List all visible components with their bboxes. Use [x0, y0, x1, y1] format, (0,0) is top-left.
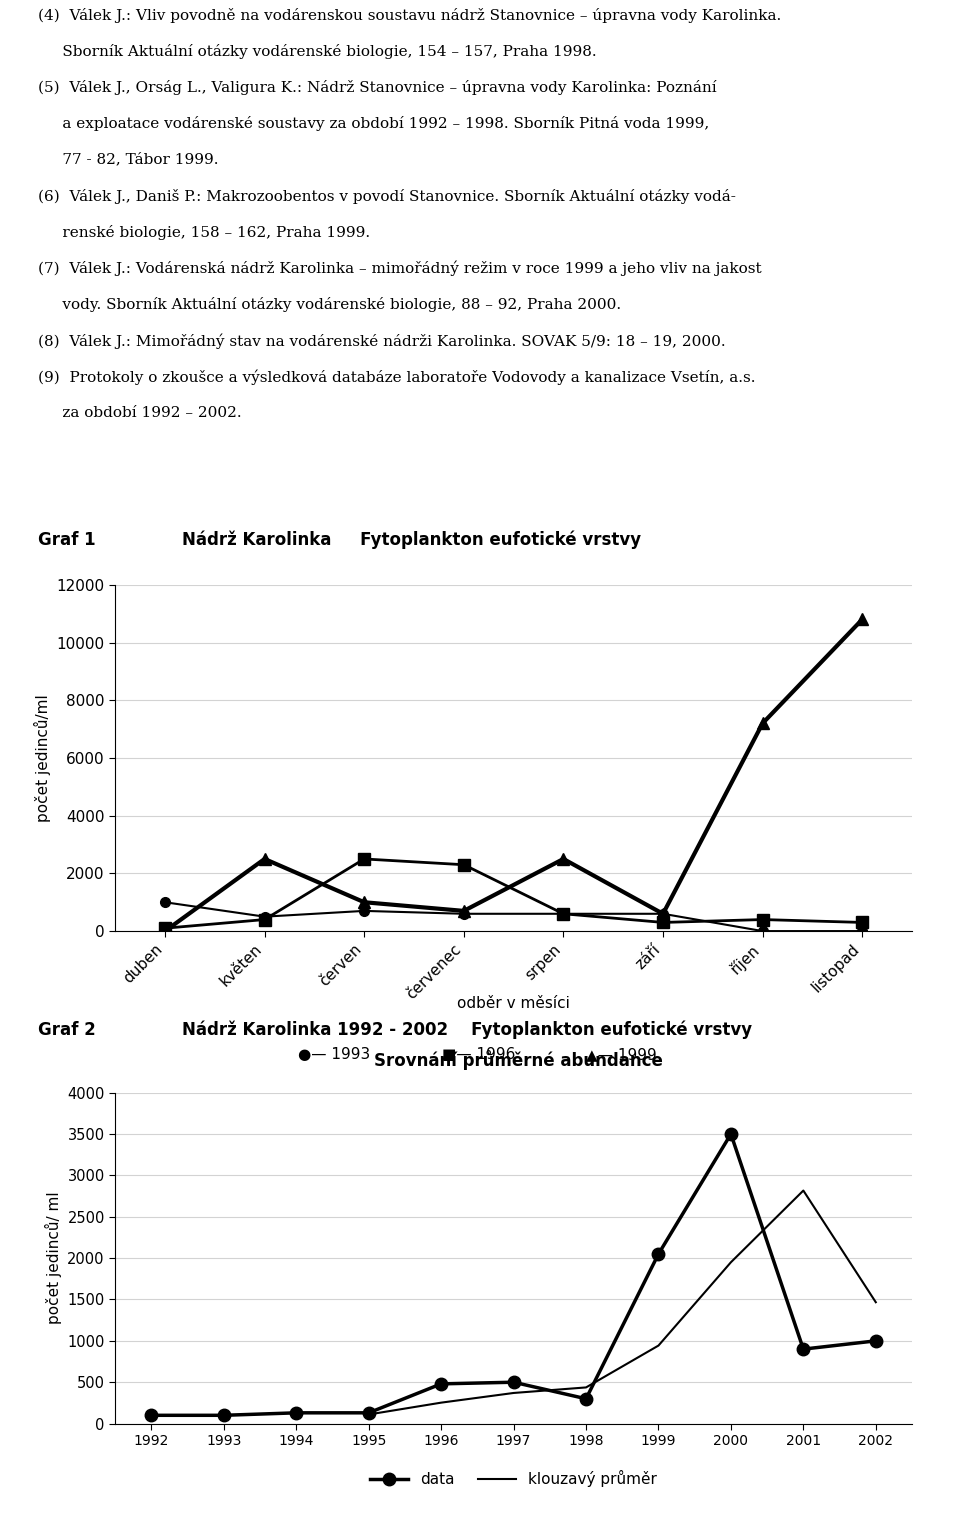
klouzavý průměr	[436, 1393, 447, 1411]
1993	[358, 902, 370, 920]
1999	[756, 714, 768, 733]
data	[218, 1407, 229, 1425]
Text: 77 - 82, Tábor 1999.: 77 - 82, Tábor 1999.	[38, 152, 219, 166]
Text: (6)  Válek J., Daniš P.: Makrozoobentos v povodí Stanovnice. Sborník Aktuální ot: (6) Válek J., Daniš P.: Makrozoobentos v…	[38, 189, 736, 203]
Text: Nádrž Karolinka     Fytoplankton eufotické vrstvy: Nádrž Karolinka Fytoplankton eufotické v…	[182, 531, 641, 549]
1996	[358, 850, 370, 868]
Line: 1993: 1993	[160, 897, 867, 936]
1999	[856, 611, 868, 629]
Text: ▲— 1999: ▲— 1999	[586, 1047, 657, 1062]
Text: (4)  Válek J.: Vliv povodně na vodárenskou soustavu nádrž Stanovnice – úpravna v: (4) Válek J.: Vliv povodně na vodárensko…	[38, 8, 781, 23]
Text: (8)  Válek J.: Mimořádný stav na vodárenské nádrži Karolinka. SOVAK 5/9: 18 – 19: (8) Válek J.: Mimořádný stav na vodárens…	[38, 334, 726, 349]
Text: vody. Sborník Aktuální otázky vodárenské biologie, 88 – 92, Praha 2000.: vody. Sborník Aktuální otázky vodárenské…	[38, 297, 621, 312]
1996	[159, 919, 171, 937]
klouzavý průměr	[725, 1253, 736, 1271]
data	[725, 1125, 736, 1143]
1993	[458, 905, 469, 923]
1993	[159, 893, 171, 911]
Text: odběr v měsíci: odběr v měsíci	[457, 996, 570, 1011]
Legend: 1993, 1996, 1999: 1993, 1996, 1999	[357, 1119, 670, 1147]
1993	[756, 922, 768, 940]
Line: data: data	[145, 1128, 882, 1422]
data	[363, 1404, 374, 1422]
data	[580, 1390, 591, 1408]
data	[291, 1404, 302, 1422]
Text: (7)  Válek J.: Vodárenská nádrž Karolinka – mimořádný režim v roce 1999 a jeho v: (7) Válek J.: Vodárenská nádrž Karolinka…	[38, 262, 762, 277]
1996	[856, 913, 868, 931]
Line: 1996: 1996	[159, 854, 868, 934]
Text: Graf 2: Graf 2	[38, 1020, 96, 1039]
Line: klouzavý průměr: klouzavý průměr	[369, 1191, 876, 1414]
1999	[658, 905, 669, 923]
1999	[458, 902, 469, 920]
1993	[856, 922, 868, 940]
1993	[558, 905, 569, 923]
1996	[458, 856, 469, 874]
data	[870, 1331, 881, 1350]
Line: 1999: 1999	[158, 613, 869, 937]
Text: renské biologie, 158 – 162, Praha 1999.: renské biologie, 158 – 162, Praha 1999.	[38, 225, 371, 240]
Text: Srovnání průměrné abundance: Srovnání průměrné abundance	[374, 1050, 663, 1070]
Text: a exploatace vodárenské soustavy za období 1992 – 1998. Sborník Pitná voda 1999,: a exploatace vodárenské soustavy za obdo…	[38, 117, 709, 131]
data	[653, 1245, 664, 1264]
Text: Graf 1: Graf 1	[38, 531, 96, 549]
Y-axis label: počet jedinců/ml: počet jedinců/ml	[35, 694, 51, 822]
klouzavý průměr	[653, 1336, 664, 1354]
1999	[259, 850, 271, 868]
data	[146, 1407, 157, 1425]
data	[798, 1340, 809, 1359]
Text: ■— 1996: ■— 1996	[442, 1047, 515, 1062]
1999	[358, 893, 370, 911]
klouzavý průměr	[363, 1405, 374, 1424]
1999	[159, 922, 171, 940]
data	[508, 1373, 519, 1391]
Text: ●— 1993: ●— 1993	[298, 1047, 370, 1062]
klouzavý průměr	[508, 1384, 519, 1402]
klouzavý průměr	[798, 1182, 809, 1200]
1996	[756, 911, 768, 930]
klouzavý průměr	[870, 1293, 881, 1311]
Text: za období 1992 – 2002.: za období 1992 – 2002.	[38, 406, 242, 420]
1993	[259, 908, 271, 926]
1999	[558, 850, 569, 868]
Y-axis label: počet jedinců/ ml: počet jedinců/ ml	[45, 1191, 61, 1325]
1996	[259, 911, 271, 930]
Text: (5)  Válek J., Orság L., Valigura K.: Nádrž Stanovnice – úpravna vody Karolinka:: (5) Válek J., Orság L., Valigura K.: Nád…	[38, 80, 717, 95]
Text: Nádrž Karolinka 1992 - 2002    Fytoplankton eufotické vrstvy: Nádrž Karolinka 1992 - 2002 Fytoplankton…	[182, 1020, 753, 1039]
data	[436, 1374, 447, 1393]
1996	[658, 913, 669, 931]
Text: Sborník Aktuální otázky vodárenské biologie, 154 – 157, Praha 1998.: Sborník Aktuální otázky vodárenské biolo…	[38, 45, 597, 58]
1996	[558, 905, 569, 923]
1993	[658, 905, 669, 923]
Text: (9)  Protokoly o zkoušce a výsledková databáze laboratoře Vodovody a kanalizace : (9) Protokoly o zkoušce a výsledková dat…	[38, 369, 756, 385]
Legend: data, klouzavý průměr: data, klouzavý průměr	[364, 1464, 663, 1493]
klouzavý průměr	[580, 1379, 591, 1397]
